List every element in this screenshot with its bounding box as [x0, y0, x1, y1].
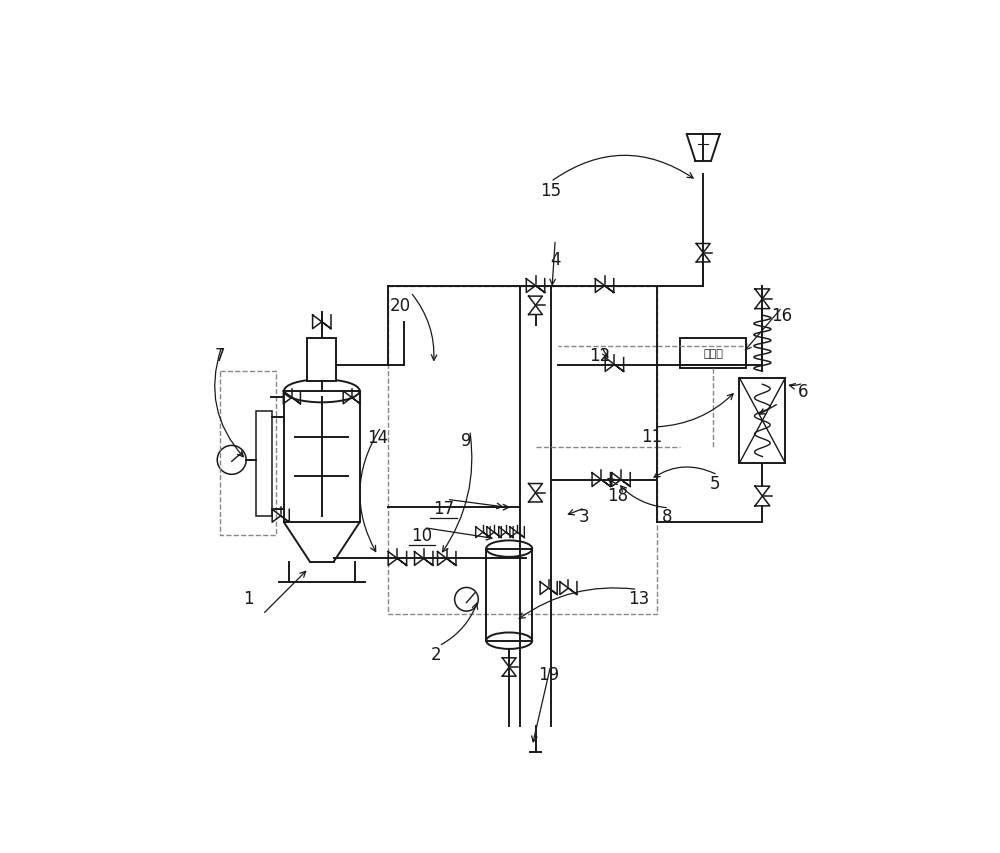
Bar — [486, 549, 532, 641]
Text: 6: 6 — [798, 382, 808, 400]
Bar — [739, 378, 785, 464]
Text: 17: 17 — [433, 499, 454, 517]
Text: 20: 20 — [390, 297, 411, 315]
Text: 3: 3 — [578, 508, 589, 525]
Text: 4: 4 — [550, 251, 560, 269]
Text: 7: 7 — [215, 346, 225, 364]
Text: 16: 16 — [772, 307, 793, 325]
Text: 1: 1 — [243, 589, 253, 607]
Bar — [256, 411, 272, 516]
Text: 18: 18 — [607, 486, 628, 504]
Text: 8: 8 — [662, 508, 672, 525]
Text: 11: 11 — [641, 427, 663, 445]
Text: 控制器: 控制器 — [703, 349, 723, 358]
Text: 19: 19 — [538, 664, 559, 682]
Bar — [388, 287, 657, 615]
Bar — [220, 372, 276, 536]
Text: 5: 5 — [710, 474, 720, 492]
Bar — [680, 339, 746, 368]
Text: 14: 14 — [367, 428, 388, 446]
Text: 2: 2 — [430, 645, 441, 663]
Text: 9: 9 — [461, 432, 472, 450]
Text: 10: 10 — [411, 527, 432, 545]
Text: 13: 13 — [628, 589, 649, 607]
Text: 12: 12 — [589, 346, 610, 364]
Text: 15: 15 — [540, 182, 561, 200]
Bar — [284, 392, 360, 523]
Bar — [307, 339, 336, 381]
